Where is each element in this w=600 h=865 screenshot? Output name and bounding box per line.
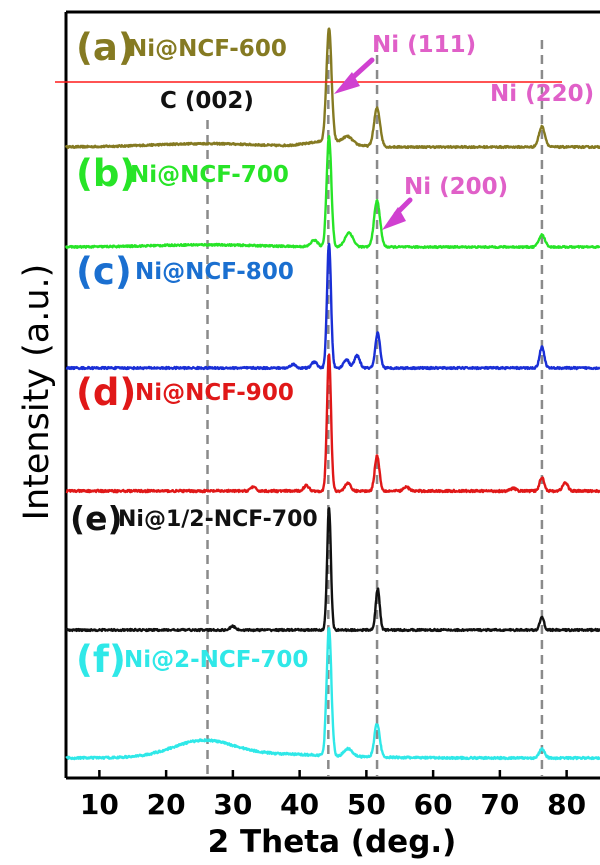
series-letter: (c): [76, 250, 132, 293]
series-name: Ni@2-NCF-700: [124, 647, 308, 673]
x-tick-label: 20: [147, 788, 186, 821]
series-line-f: [65, 627, 600, 761]
peak-label-ni111: Ni (111): [372, 32, 476, 58]
series-letter: (a): [76, 26, 135, 69]
x-tick-label: 70: [480, 788, 519, 821]
series-lines: [64, 27, 600, 761]
series-line-e: [65, 507, 600, 633]
series-label-a: (a) Ni@NCF-600: [76, 26, 287, 69]
series-name: Ni@1/2-NCF-700: [118, 507, 318, 532]
x-ticks: 10 20 30 40 50 60 70 80: [80, 770, 586, 821]
series-name: Ni@NCF-900: [135, 380, 294, 406]
series-label-d: (d) Ni@NCF-900: [76, 371, 294, 414]
series-letter: (d): [76, 371, 136, 414]
series-line-c: [65, 242, 600, 371]
x-axis-title: 2 Theta (deg.): [208, 824, 457, 860]
series-name: Ni@NCF-800: [135, 259, 294, 285]
series-line-d: [65, 353, 600, 494]
series-name: Ni@NCF-600: [128, 36, 287, 62]
x-tick-label: 30: [213, 788, 252, 821]
x-tick-label: 80: [547, 788, 586, 821]
series-line-a: [64, 27, 600, 150]
series-label-f: (f) Ni@2-NCF-700: [76, 638, 308, 681]
series-label-e: (e) Ni@1/2-NCF-700: [70, 499, 318, 538]
peak-label-ni220: Ni (220): [490, 81, 594, 107]
x-tick-label: 50: [347, 788, 386, 821]
x-tick-label: 10: [80, 788, 119, 821]
arrow-ni200: [382, 197, 413, 230]
series-label-c: (c) Ni@NCF-800: [76, 250, 294, 293]
arrow-ni111: [334, 57, 375, 94]
x-tick-label: 40: [280, 788, 319, 821]
series-letter: (b): [76, 152, 136, 195]
series-line-b: [64, 135, 600, 250]
series-name: Ni@NCF-700: [130, 162, 289, 188]
peak-label-c002: C (002): [160, 88, 254, 114]
x-tick-label: 60: [414, 788, 453, 821]
series-letter: (e): [70, 499, 123, 538]
series-label-b: (b) Ni@NCF-700: [76, 152, 289, 195]
y-axis-title: Intensity (a.u.): [17, 264, 57, 521]
peak-label-ni200: Ni (200): [404, 174, 508, 200]
series-letter: (f): [76, 638, 126, 681]
